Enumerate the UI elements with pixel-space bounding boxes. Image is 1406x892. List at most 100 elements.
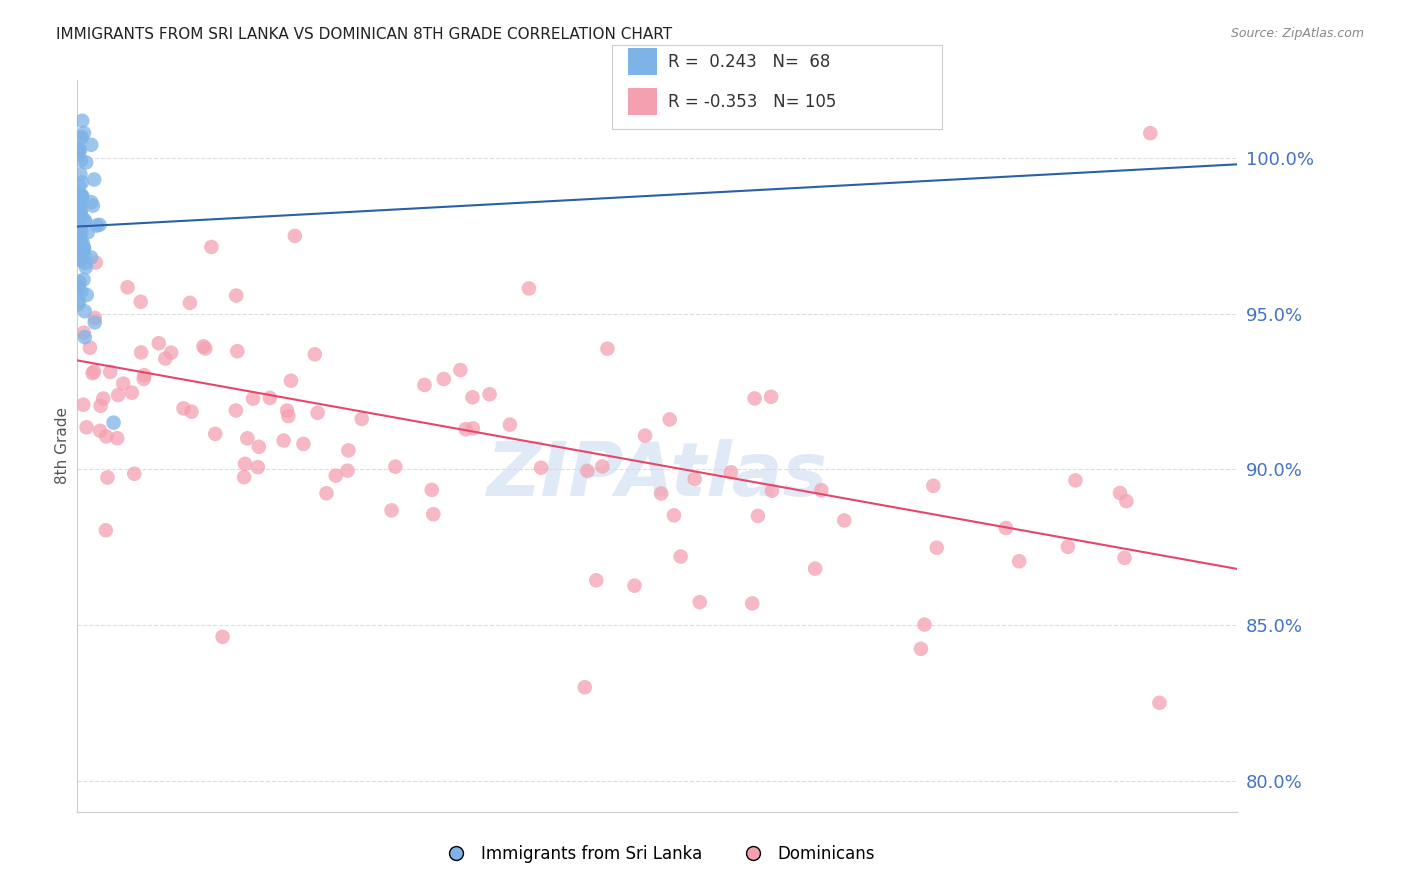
- Point: [277, 409, 299, 424]
- Point: [669, 549, 692, 564]
- Point: [69, 168, 91, 182]
- Point: [683, 472, 706, 486]
- Point: [67, 191, 90, 205]
- Point: [1008, 554, 1031, 568]
- Point: [69, 143, 91, 157]
- Point: [98, 365, 121, 379]
- Point: [1064, 474, 1087, 488]
- Point: [134, 368, 156, 383]
- Point: [77, 225, 100, 239]
- Point: [83, 310, 105, 325]
- Point: [75, 214, 97, 228]
- Point: [433, 372, 456, 386]
- Point: [225, 403, 247, 417]
- Point: [67, 148, 90, 162]
- Point: [246, 460, 269, 475]
- Text: ZIPAtlas: ZIPAtlas: [486, 439, 828, 512]
- Point: [75, 155, 97, 169]
- Point: [72, 113, 94, 128]
- Point: [69, 253, 91, 268]
- Point: [759, 390, 782, 404]
- Point: [72, 235, 94, 250]
- Point: [67, 142, 90, 156]
- Point: [276, 403, 298, 417]
- Point: [70, 209, 93, 223]
- Point: [70, 175, 93, 189]
- Point: [585, 574, 607, 588]
- Point: [80, 251, 103, 265]
- Point: [994, 521, 1017, 535]
- Point: [422, 507, 444, 521]
- Point: [591, 459, 613, 474]
- Point: [73, 248, 96, 262]
- Point: [204, 426, 226, 441]
- Point: [66, 251, 89, 265]
- Point: [1114, 550, 1136, 565]
- Point: [72, 241, 94, 255]
- Point: [242, 392, 264, 406]
- Point: [67, 280, 90, 294]
- Point: [70, 130, 93, 145]
- Point: [744, 392, 766, 406]
- Point: [72, 189, 94, 203]
- Point: [925, 541, 948, 555]
- Point: [70, 247, 93, 261]
- Point: [173, 401, 195, 416]
- Point: [658, 412, 681, 426]
- Text: R =  0.243   N=  68: R = 0.243 N= 68: [668, 53, 830, 70]
- Point: [82, 366, 104, 380]
- Point: [70, 204, 93, 219]
- Point: [73, 304, 96, 318]
- Point: [67, 178, 90, 193]
- Point: [226, 344, 249, 359]
- Point: [67, 144, 90, 158]
- Point: [804, 561, 827, 575]
- Point: [650, 486, 672, 500]
- Point: [280, 374, 302, 388]
- Point: [70, 153, 93, 168]
- Point: [67, 220, 90, 235]
- Point: [292, 437, 315, 451]
- Point: [200, 240, 222, 254]
- Point: [105, 431, 128, 445]
- Point: [336, 464, 359, 478]
- Point: [325, 468, 347, 483]
- Point: [576, 464, 599, 478]
- Point: [517, 281, 540, 295]
- Point: [720, 465, 742, 479]
- Point: [273, 434, 295, 448]
- Point: [70, 285, 93, 299]
- Point: [132, 372, 155, 386]
- Point: [380, 503, 402, 517]
- Point: [66, 234, 89, 248]
- Point: [69, 199, 91, 213]
- Point: [478, 387, 501, 401]
- Point: [103, 416, 125, 430]
- Point: [236, 431, 259, 445]
- Point: [761, 483, 783, 498]
- Point: [211, 630, 233, 644]
- Point: [596, 342, 619, 356]
- Point: [80, 137, 103, 152]
- Point: [66, 244, 89, 259]
- Point: [449, 363, 471, 377]
- Point: [689, 595, 711, 609]
- Point: [69, 275, 91, 289]
- Point: [461, 421, 484, 435]
- Point: [91, 392, 114, 406]
- Point: [194, 342, 217, 356]
- Point: [350, 412, 373, 426]
- Point: [420, 483, 443, 497]
- Point: [112, 376, 135, 391]
- Point: [1149, 696, 1171, 710]
- Point: [75, 260, 97, 275]
- Point: [129, 294, 152, 309]
- Point: [83, 364, 105, 378]
- Point: [810, 483, 832, 498]
- Point: [1139, 126, 1161, 140]
- Point: [66, 187, 89, 202]
- Point: [69, 247, 91, 261]
- Point: [107, 388, 129, 402]
- Point: [66, 278, 89, 293]
- Point: [634, 428, 657, 442]
